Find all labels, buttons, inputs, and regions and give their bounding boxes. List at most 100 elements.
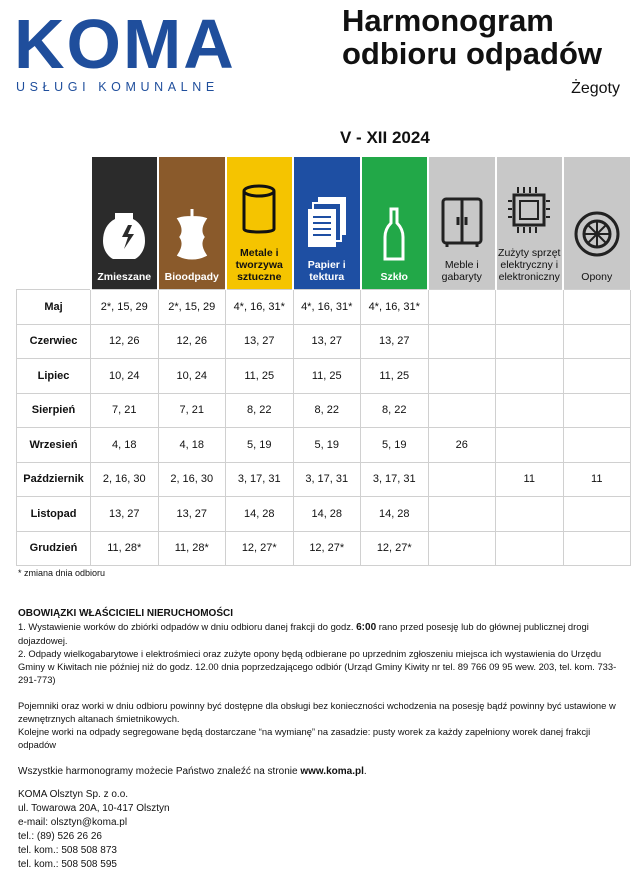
date-cell: [427, 461, 496, 497]
duty-1-rest: rano przed posesję lub do głównej public…: [18, 621, 589, 646]
column-header: Meble i gabaryty: [428, 157, 497, 290]
broken-jar-icon: [103, 213, 146, 259]
paper-stack-icon: [307, 197, 346, 247]
duty-1: 1. Wystawienie worków do zbiórki odpadów…: [18, 621, 357, 632]
contact-info: KOMA Olsztyn Sp. z o.o. ul. Towarowa 20A…: [18, 788, 170, 872]
table-row: Czerwiec 12, 26 12, 26 13, 27 13, 27 13, 27: [16, 323, 631, 359]
month-cell: Wrzesień: [16, 427, 91, 463]
date-cell: 12, 27*: [292, 530, 361, 566]
date-cell: 2*, 15, 29: [90, 289, 159, 325]
date-cell: 3, 17, 31: [225, 461, 294, 497]
date-cell: 26: [427, 427, 496, 463]
company-name: KOMA Olsztyn Sp. z o.o.: [18, 789, 129, 800]
date-cell: 3, 17, 31: [360, 461, 429, 497]
date-cell: 7, 21: [157, 392, 226, 428]
schedule-table: Zmieszane Bioodpady Metale i tworzywa sztu…: [16, 157, 632, 566]
date-cell: [562, 530, 631, 566]
title-line-1: Harmonogram: [342, 3, 554, 38]
column-header: Metale i tworzywa sztuczne: [225, 157, 294, 290]
date-cell: [562, 289, 631, 325]
date-cell: [495, 427, 564, 463]
date-cell: 12, 27*: [225, 530, 294, 566]
website-link[interactable]: www.koma.pl: [300, 766, 364, 777]
duties-heading: OBOWIĄZKI WŁAŚCICIELI NIERUCHOMOŚCI: [18, 608, 233, 619]
date-cell: [427, 323, 496, 359]
date-cell: [495, 358, 564, 394]
table-row: Wrzesień 4, 18 4, 18 5, 19 5, 19 5, 19 26: [16, 427, 631, 463]
column-label: Zużyty sprzęt elektryczny i elektroniczn…: [498, 247, 561, 283]
column-header: Zużyty sprzęt elektryczny i elektroniczn…: [495, 157, 564, 290]
date-cell: 14, 28: [360, 496, 429, 532]
month-cell: Grudzień: [16, 530, 91, 566]
date-cell: 8, 22: [225, 392, 294, 428]
period: V - XII 2024: [340, 128, 430, 147]
month-cell: Czerwiec: [16, 323, 91, 359]
table-row: Lipiec 10, 24 10, 24 11, 25 11, 25 11, 25: [16, 358, 631, 394]
date-cell: 14, 28: [225, 496, 294, 532]
column-label: Metale i tworzywa sztuczne: [235, 247, 283, 283]
date-cell: 4*, 16, 31*: [225, 289, 294, 325]
date-cell: [562, 496, 631, 532]
column-label: Papier i tektura: [307, 259, 346, 283]
date-cell: [427, 530, 496, 566]
date-cell: 3, 17, 31: [292, 461, 361, 497]
phone: tel.: (89) 526 26 26: [18, 831, 102, 842]
date-cell: 11, 28*: [90, 530, 159, 566]
title-line-2: odbioru odpadów: [342, 36, 603, 71]
table-row: Listopad 13, 27 13, 27 14, 28 14, 28 14, 28: [16, 496, 631, 532]
chip-icon: [508, 187, 551, 233]
logo-wordmark: KOMA: [14, 5, 236, 83]
mobile-2: tel. kom.: 508 508 595: [18, 859, 117, 870]
date-cell: 4*, 16, 31*: [360, 289, 429, 325]
date-cell: 13, 27: [157, 496, 226, 532]
date-cell: 12, 26: [157, 323, 226, 359]
info-website: Wszystkie harmonogramy możecie Państwo z…: [18, 766, 301, 777]
date-cell: 11: [495, 461, 564, 497]
date-cell: [562, 427, 631, 463]
email[interactable]: e-mail: olsztyn@koma.pl: [18, 817, 128, 828]
location: Żegoty: [571, 80, 620, 97]
date-cell: 10, 24: [90, 358, 159, 394]
date-cell: [495, 496, 564, 532]
mobile-1: tel. kom.: 508 508 873: [18, 845, 117, 856]
column-header: Bioodpady: [158, 157, 227, 290]
corner-cell: [16, 157, 92, 290]
date-cell: [495, 530, 564, 566]
column-header: Szkło: [360, 157, 429, 290]
column-label: Meble i gabaryty: [441, 259, 482, 283]
column-header: Opony: [563, 157, 632, 290]
table-row: Sierpień 7, 21 7, 21 8, 22 8, 22 8, 22: [16, 392, 631, 428]
logo-subtitle: USŁUGI KOMUNALNE: [16, 80, 219, 94]
date-cell: 12, 26: [90, 323, 159, 359]
owner-duties: OBOWIĄZKI WŁAŚCICIELI NIERUCHOMOŚCI 1. W…: [18, 606, 623, 778]
column-label: Opony: [581, 271, 613, 283]
date-cell: 5, 19: [225, 427, 294, 463]
date-cell: [495, 323, 564, 359]
column-label: Bioodpady: [164, 271, 219, 283]
month-cell: Październik: [16, 461, 91, 497]
date-cell: 11, 25: [292, 358, 361, 394]
date-cell: 11, 25: [225, 358, 294, 394]
date-cell: [495, 289, 564, 325]
column-header: Papier i tektura: [293, 157, 362, 290]
info-website-end: .: [363, 766, 367, 777]
table-row: Grudzień 11, 28* 11, 28* 12, 27* 12, 27* 12, …: [16, 530, 631, 566]
bottle-icon: [383, 207, 405, 261]
date-cell: 14, 28: [292, 496, 361, 532]
column-header: Zmieszane: [90, 157, 159, 290]
wardrobe-icon: [441, 197, 483, 247]
duty-2: 2. Odpady wielkogabarytowe i elektrośmie…: [18, 648, 617, 685]
date-cell: 2, 16, 30: [90, 461, 159, 497]
date-cell: 13, 27: [292, 323, 361, 359]
duty-1-time: 6:00: [356, 622, 377, 633]
date-cell: [562, 358, 631, 394]
date-cell: 8, 22: [292, 392, 361, 428]
table-row: Maj 2*, 15, 29 2*, 15, 29 4*, 16, 31* 4*, 16…: [16, 289, 631, 325]
info-bags: Kolejne worki na odpady segregowane będą…: [18, 726, 591, 750]
month-cell: Maj: [16, 289, 91, 325]
column-label: Zmieszane: [97, 271, 152, 283]
date-cell: 8, 22: [360, 392, 429, 428]
date-cell: 2, 16, 30: [157, 461, 226, 497]
date-cell: [427, 289, 496, 325]
can-icon: [242, 184, 276, 234]
